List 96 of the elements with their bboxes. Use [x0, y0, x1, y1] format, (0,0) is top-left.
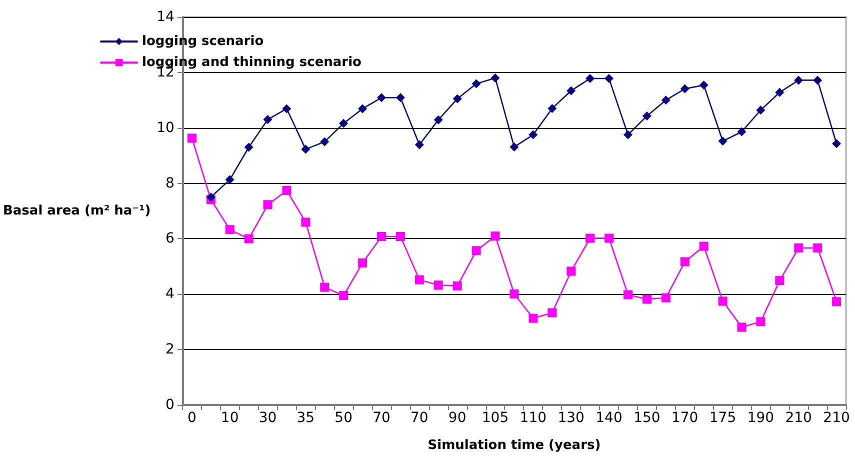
- point: [661, 96, 670, 105]
- point: [472, 246, 481, 256]
- point: [680, 84, 690, 94]
- point: [756, 106, 766, 115]
- point: [396, 232, 405, 241]
- x-tick-label: 70: [410, 410, 428, 426]
- x-tick-label: 105: [482, 410, 509, 426]
- y-tick-label: 8: [165, 175, 174, 192]
- point: [586, 74, 595, 84]
- point: [642, 111, 652, 120]
- point: [832, 139, 842, 148]
- point: [510, 142, 519, 152]
- point: [376, 232, 386, 241]
- x-tick-label: 150: [634, 410, 660, 426]
- point: [737, 322, 746, 332]
- point: [263, 200, 272, 210]
- point: [775, 88, 784, 97]
- point: [718, 136, 728, 146]
- point: [775, 276, 784, 286]
- point: [756, 317, 766, 326]
- point: [339, 291, 348, 300]
- point: [794, 76, 804, 85]
- point: [376, 93, 386, 102]
- point: [282, 186, 292, 195]
- point: [301, 218, 310, 227]
- point: [718, 296, 728, 306]
- point: [548, 104, 557, 113]
- x-tick-label: 130: [558, 410, 584, 426]
- y-tick-label: 6: [165, 230, 174, 247]
- point: [699, 80, 708, 90]
- point: [320, 282, 330, 292]
- point: [282, 104, 292, 114]
- point: [661, 293, 670, 302]
- point: [642, 294, 652, 304]
- x-tick-label: 170: [671, 410, 698, 426]
- point: [699, 242, 708, 251]
- point: [452, 281, 462, 290]
- point: [358, 104, 368, 114]
- point: [528, 314, 538, 323]
- y-tick-label: 0: [165, 397, 174, 413]
- point: [813, 76, 822, 85]
- point: [206, 192, 216, 202]
- x-tick-label: 0: [187, 410, 196, 426]
- point: [528, 130, 538, 140]
- point: [358, 258, 368, 268]
- y-tick-label: 10: [156, 120, 174, 136]
- point: [434, 115, 443, 124]
- point: [604, 74, 614, 84]
- x-tick-label: 110: [520, 410, 547, 426]
- point: [832, 297, 842, 306]
- y-axis-title: Basal area (m² ha⁻¹): [3, 204, 151, 218]
- point: [320, 137, 330, 146]
- x-tick-label: 35: [296, 410, 315, 426]
- y-tick-label: 4: [165, 286, 174, 302]
- point: [472, 79, 481, 88]
- point: [225, 175, 234, 184]
- point: [244, 234, 254, 244]
- x-tick-label: 10: [220, 410, 239, 426]
- point: [586, 234, 595, 243]
- point: [301, 144, 310, 154]
- x-tick-label: 70: [372, 410, 390, 426]
- point: [414, 140, 424, 150]
- point: [244, 142, 254, 152]
- legend-label: logging scenario: [142, 34, 264, 49]
- point: [510, 289, 519, 298]
- point: [187, 134, 196, 143]
- x-tick-label: 140: [596, 410, 622, 426]
- point: [813, 243, 822, 252]
- y-tick-label: 14: [156, 9, 174, 25]
- x-tick-label: 30: [258, 410, 277, 426]
- x-tick-label: 210: [823, 410, 850, 426]
- point: [490, 231, 500, 240]
- point: [566, 266, 576, 276]
- point: [339, 118, 348, 128]
- y-tick-label: 2: [165, 342, 174, 358]
- point: [680, 257, 690, 266]
- point: [566, 86, 576, 96]
- point: [548, 308, 557, 318]
- point: [604, 234, 614, 243]
- x-tick-label: 175: [709, 410, 736, 426]
- x-axis-title: Simulation time (years): [428, 438, 601, 453]
- point: [623, 130, 632, 140]
- x-tick-label: 190: [747, 410, 774, 426]
- point: [225, 225, 234, 234]
- point: [452, 94, 462, 104]
- point: [490, 73, 500, 82]
- x-tick-label: 50: [334, 410, 352, 426]
- point: [414, 275, 424, 284]
- point: [794, 243, 804, 252]
- point: [396, 93, 405, 102]
- point: [737, 127, 746, 136]
- point: [263, 115, 272, 124]
- point: [623, 290, 632, 300]
- point: [434, 280, 443, 290]
- x-tick-label: 210: [785, 410, 812, 426]
- x-tick-label: 90: [448, 410, 466, 426]
